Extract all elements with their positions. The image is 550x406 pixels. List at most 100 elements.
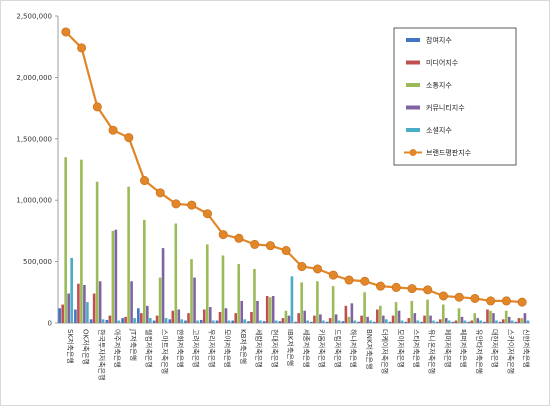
legend-label: 소셜지수 <box>426 126 452 135</box>
bar-소셜지수 <box>463 320 467 323</box>
bar-참여지수 <box>514 321 518 323</box>
bar-커뮤니티지수 <box>319 314 322 323</box>
bar-참여지수 <box>215 320 219 323</box>
bar-소통지수 <box>379 305 382 323</box>
bar-소통지수 <box>253 268 256 323</box>
bar-참여지수 <box>121 318 124 323</box>
bar-소셜지수 <box>369 320 372 323</box>
bar-소셜지수 <box>322 320 325 323</box>
line-point <box>344 275 354 285</box>
bar-소통지수 <box>205 244 209 323</box>
x-tick-label: 고려저축은행 <box>192 329 201 368</box>
line-point <box>328 270 338 280</box>
line-point <box>501 296 511 306</box>
line-point <box>218 230 228 240</box>
bar-소셜지수 <box>227 320 231 323</box>
bar-소셜지수 <box>259 320 262 323</box>
bar-미디어지수 <box>454 320 458 323</box>
line-point <box>265 241 275 251</box>
line-point <box>171 199 181 209</box>
x-tick-label: 웰컴저축은행 <box>145 329 154 368</box>
legend-label: 커뮤니티지수 <box>426 103 465 112</box>
bar-미디어지수 <box>328 318 332 323</box>
line-point <box>281 246 291 256</box>
line-point <box>140 176 150 186</box>
line-point <box>92 102 102 112</box>
bar-참여지수 <box>58 308 61 323</box>
bar-미디어지수 <box>297 313 300 323</box>
bar-소셜지수 <box>211 320 215 323</box>
x-tick-label: 세종저축은행 <box>302 329 311 368</box>
bar-미디어지수 <box>438 319 442 323</box>
legend-label: 브랜드평판지수 <box>426 148 472 157</box>
bar-소통지수 <box>331 286 335 323</box>
line-point <box>454 292 464 302</box>
bar-소셜지수 <box>353 320 357 323</box>
bar-미디어지수 <box>407 318 411 323</box>
legend-swatch <box>406 60 420 65</box>
bar-참여지수 <box>435 321 439 323</box>
bar-참여지수 <box>373 321 376 323</box>
bar-소통지수 <box>268 297 272 323</box>
bar-커뮤니티지수 <box>98 281 102 323</box>
x-tick-label: 스카이저축은행 <box>506 329 515 374</box>
line-point <box>407 284 417 294</box>
bar-소통지수 <box>111 230 115 323</box>
bar-미디어지수 <box>376 309 379 323</box>
bar-참여지수 <box>74 309 77 323</box>
bar-커뮤니티지수 <box>366 316 369 323</box>
x-tick-label: 모아저축은행 <box>223 329 232 368</box>
bar-소통지수 <box>95 181 99 323</box>
legend-label: 미디어지수 <box>426 58 459 67</box>
bar-참여지수 <box>105 319 109 323</box>
bar-커뮤니티지수 <box>507 316 511 323</box>
bar-참여지수 <box>152 320 156 323</box>
bar-미디어지수 <box>155 315 159 323</box>
bar-소셜지수 <box>133 318 136 323</box>
bar-소셜지수 <box>164 318 168 323</box>
bar-미디어지수 <box>281 318 285 323</box>
bar-소셜지수 <box>432 320 435 323</box>
bar-참여지수 <box>168 319 172 323</box>
x-tick-label: JT저축은행 <box>129 328 138 361</box>
bar-커뮤니티지수 <box>130 281 133 323</box>
bar-참여지수 <box>184 320 187 323</box>
bar-미디어지수 <box>501 319 505 323</box>
bar-미디어지수 <box>108 315 112 323</box>
x-tick-label: 신한저축은행 <box>522 329 531 368</box>
bar-소통지수 <box>221 255 225 323</box>
bar-미디어지수 <box>313 315 316 323</box>
x-tick-label: 아주저축은행 <box>113 329 122 368</box>
bar-소셜지수 <box>290 276 294 323</box>
bar-참여지수 <box>310 321 313 323</box>
bar-참여지수 <box>325 321 329 323</box>
bar-미디어지수 <box>344 305 348 323</box>
bar-소통지수 <box>300 282 303 323</box>
bar-커뮤니티지수 <box>114 229 118 323</box>
bar-소셜지수 <box>337 320 341 323</box>
bar-커뮤니티지수 <box>224 308 228 323</box>
legend-label: 참여지수 <box>426 36 452 45</box>
y-tick-label: 2,000,000 <box>16 74 52 82</box>
line-point <box>250 239 260 249</box>
line-point <box>202 209 212 219</box>
bar-소셜지수 <box>526 320 530 323</box>
bar-소통지수 <box>520 318 524 323</box>
bar-커뮤니티지수 <box>413 313 417 323</box>
bar-소통지수 <box>426 299 429 323</box>
bar-커뮤니티지수 <box>444 318 448 323</box>
bar-미디어지수 <box>218 311 222 323</box>
bar-커뮤니티지수 <box>397 310 401 323</box>
y-tick-label: 0 <box>48 320 52 328</box>
bar-미디어지수 <box>265 295 269 323</box>
bar-커뮤니티지수 <box>83 284 86 323</box>
x-tick-label: 세람저축은행 <box>255 329 264 368</box>
line-point <box>234 233 244 243</box>
x-tick-label: 유니온저축은행 <box>428 329 437 374</box>
bar-커뮤니티지수 <box>303 310 306 323</box>
x-tick-label: 페퍼저축은행 <box>459 329 468 368</box>
bar-소셜지수 <box>400 320 404 323</box>
y-tick-label: 1,500,000 <box>16 135 52 143</box>
bar-소통지수 <box>316 281 319 323</box>
